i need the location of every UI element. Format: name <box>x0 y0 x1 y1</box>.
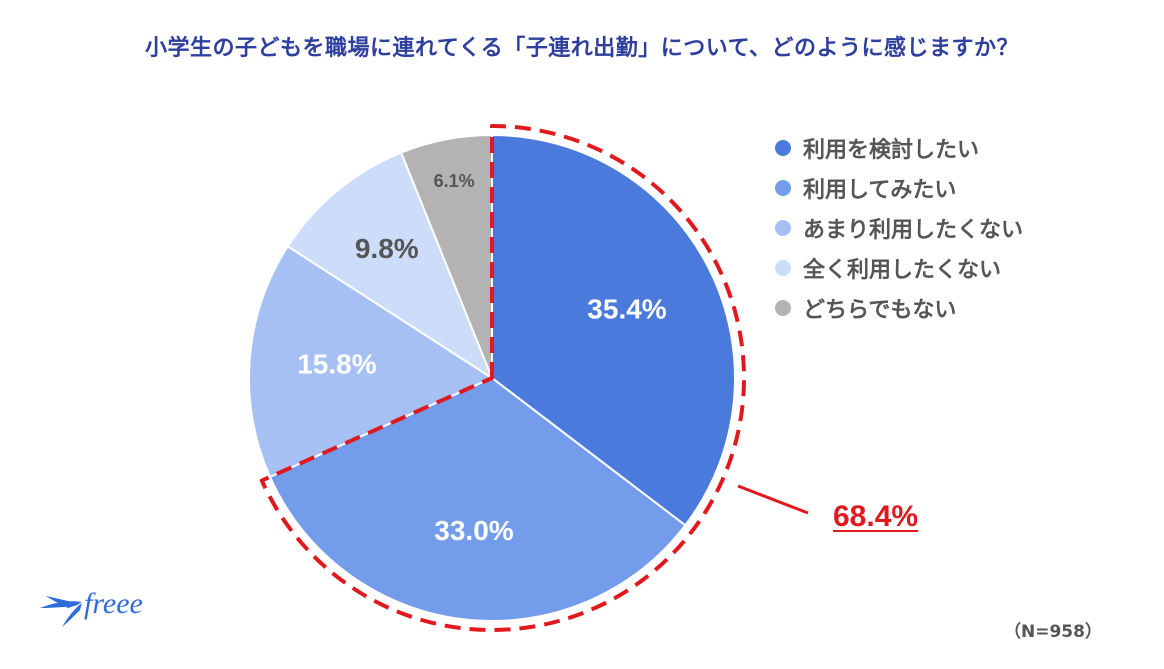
legend-label: 全く利用したくない <box>803 258 1002 283</box>
legend-label: 利用を検討したい <box>803 138 980 163</box>
slice-value-label-1: 35.4% <box>587 294 666 325</box>
slice-value-label-3: 15.8% <box>297 348 376 379</box>
legend-swatch <box>775 140 791 156</box>
highlight-total-label: 68.4% <box>833 500 919 533</box>
highlight-outline <box>259 124 809 632</box>
pie-slice-4 <box>286 151 495 381</box>
legend-item-4: 全く利用したくない <box>775 248 1023 288</box>
slice-value-label-4: 9.8% <box>355 233 419 264</box>
legend-label: 利用してみたい <box>803 178 957 203</box>
brand-wordmark: freee <box>84 587 143 620</box>
chart-title: 小学生の子どもを職場に連れてくる「子連れ出勤」について、どのように感じますか？ <box>145 36 1019 61</box>
highlight-connector-line <box>737 484 809 515</box>
slice-value-label-2: 33.0% <box>434 515 513 546</box>
legend-swatch <box>775 220 791 236</box>
legend-item-5: どちらでもない <box>775 288 1023 328</box>
chart-legend: 利用を検討したい 利用してみたいあまり利用したくない 全く利用したくない どちらでもな… <box>775 128 1023 328</box>
sample-size-note: （N=958） <box>1004 622 1102 642</box>
pie-slice-2 <box>268 376 687 622</box>
legend-label: どちらでもない <box>803 298 957 323</box>
bird-icon <box>40 596 82 627</box>
legend-swatch <box>775 260 791 276</box>
pie-slice-labels: 35.4% 33.0% 15.8% 9.8% 6.1% <box>297 171 667 546</box>
legend-item-2: 利用してみたい <box>775 168 1023 208</box>
freee-logo: freee <box>40 587 143 627</box>
pie-slice-5 <box>399 133 493 379</box>
legend-item-3: あまり利用したくない <box>775 208 1023 248</box>
pie-slice-3 <box>248 244 495 479</box>
pie-slices <box>248 133 736 622</box>
slice-value-label-5: 6.1% <box>434 171 475 191</box>
pie-slice-1 <box>491 133 736 527</box>
legend-swatch <box>775 180 791 196</box>
legend-label: あまり利用したくない <box>803 218 1024 243</box>
legend-swatch <box>775 300 791 316</box>
legend-item-1: 利用を検討したい <box>775 128 1023 168</box>
highlight-dashed-outline <box>259 124 746 632</box>
